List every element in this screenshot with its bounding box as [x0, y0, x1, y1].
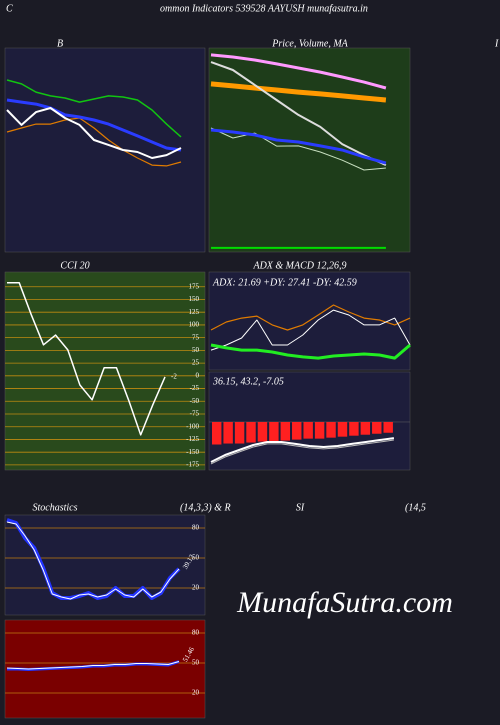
- y-tick-label: 20: [192, 689, 200, 697]
- y-tick-label: 50: [192, 659, 200, 667]
- panel-title: CCI 20: [60, 260, 89, 271]
- panel: [208, 47, 411, 253]
- series-line: [6, 98, 182, 152]
- histogram-bar: [349, 421, 359, 436]
- histogram-bar: [326, 421, 336, 438]
- y-tick-label: -100: [186, 422, 199, 430]
- series-line: [6, 79, 182, 138]
- series-line: [6, 107, 182, 159]
- series-line: [210, 53, 387, 90]
- y-tick-label: -75: [190, 410, 200, 418]
- series-line: [210, 309, 411, 351]
- histogram-bar: [372, 421, 382, 434]
- y-tick-label: 125: [189, 308, 200, 316]
- y-tick-label: -25: [190, 384, 200, 392]
- y-tick-label: 50: [192, 554, 200, 562]
- y-tick-label: 20: [192, 584, 200, 592]
- y-tick-label: 80: [192, 629, 200, 637]
- series-line: [210, 127, 386, 171]
- panel-title: Stochastics: [33, 502, 78, 513]
- series-line: [210, 304, 411, 331]
- histogram-bar: [234, 421, 245, 444]
- panel-annotation: 36.15, 43.2, -7.05: [212, 376, 284, 387]
- series-line: [6, 117, 182, 167]
- histogram-bar: [314, 421, 325, 439]
- y-tick-label: 80: [192, 524, 200, 532]
- panel-title: B: [57, 38, 63, 49]
- series-line: [210, 61, 387, 167]
- series-line: [6, 521, 180, 600]
- y-tick-label: 0: [196, 371, 200, 379]
- series-line: [7, 281, 166, 436]
- series-line: [210, 437, 395, 463]
- series-line: [210, 343, 411, 360]
- panel-title: ADX & MACD 12,26,9: [252, 260, 346, 271]
- series-line: [6, 661, 180, 670]
- y-tick-label: 100: [189, 321, 200, 329]
- y-tick-label: 75: [192, 333, 200, 341]
- panel-title: Price, Volume, MA: [271, 38, 348, 49]
- histogram-bar: [280, 421, 291, 441]
- histogram-bar: [292, 421, 302, 440]
- panel: [4, 271, 206, 471]
- y-tick-label: -125: [186, 435, 199, 443]
- histogram-bar: [269, 421, 279, 442]
- header-title: ommon Indicators 539528 AAYUSH munafasut…: [160, 3, 368, 14]
- watermark: MunafaSutra.com: [236, 586, 453, 619]
- series-line: [210, 439, 394, 465]
- histogram-bar: [223, 421, 233, 444]
- panel: [4, 514, 206, 616]
- series-line: [210, 128, 387, 165]
- histogram-bar: [257, 421, 268, 442]
- histogram-bar: [383, 421, 393, 433]
- histogram-bar: [360, 421, 371, 435]
- header-right: I: [494, 38, 499, 49]
- histogram-bar: [246, 421, 256, 443]
- value-label: -2: [171, 372, 177, 380]
- histogram-bar: [337, 421, 348, 437]
- y-tick-label: 175: [189, 282, 200, 290]
- panel-params: (14,5: [405, 502, 426, 513]
- header-left: C: [6, 3, 13, 14]
- y-tick-label: 50: [192, 346, 200, 354]
- panel-annotation: ADX: 21.69 +DY: 27.41 -DY: 42.59: [212, 277, 357, 288]
- y-tick-label: 25: [192, 359, 200, 367]
- panel: [208, 371, 411, 471]
- y-tick-label: -150: [186, 448, 199, 456]
- series-line: [210, 81, 387, 103]
- panel-title: SI: [296, 502, 305, 513]
- histogram-bar: [303, 421, 313, 439]
- y-tick-label: -50: [190, 397, 200, 405]
- y-tick-label: 150: [189, 295, 200, 303]
- panel-params: (14,3,3) & R: [180, 502, 231, 513]
- y-tick-label: -175: [186, 461, 199, 469]
- histogram-bar: [212, 421, 222, 445]
